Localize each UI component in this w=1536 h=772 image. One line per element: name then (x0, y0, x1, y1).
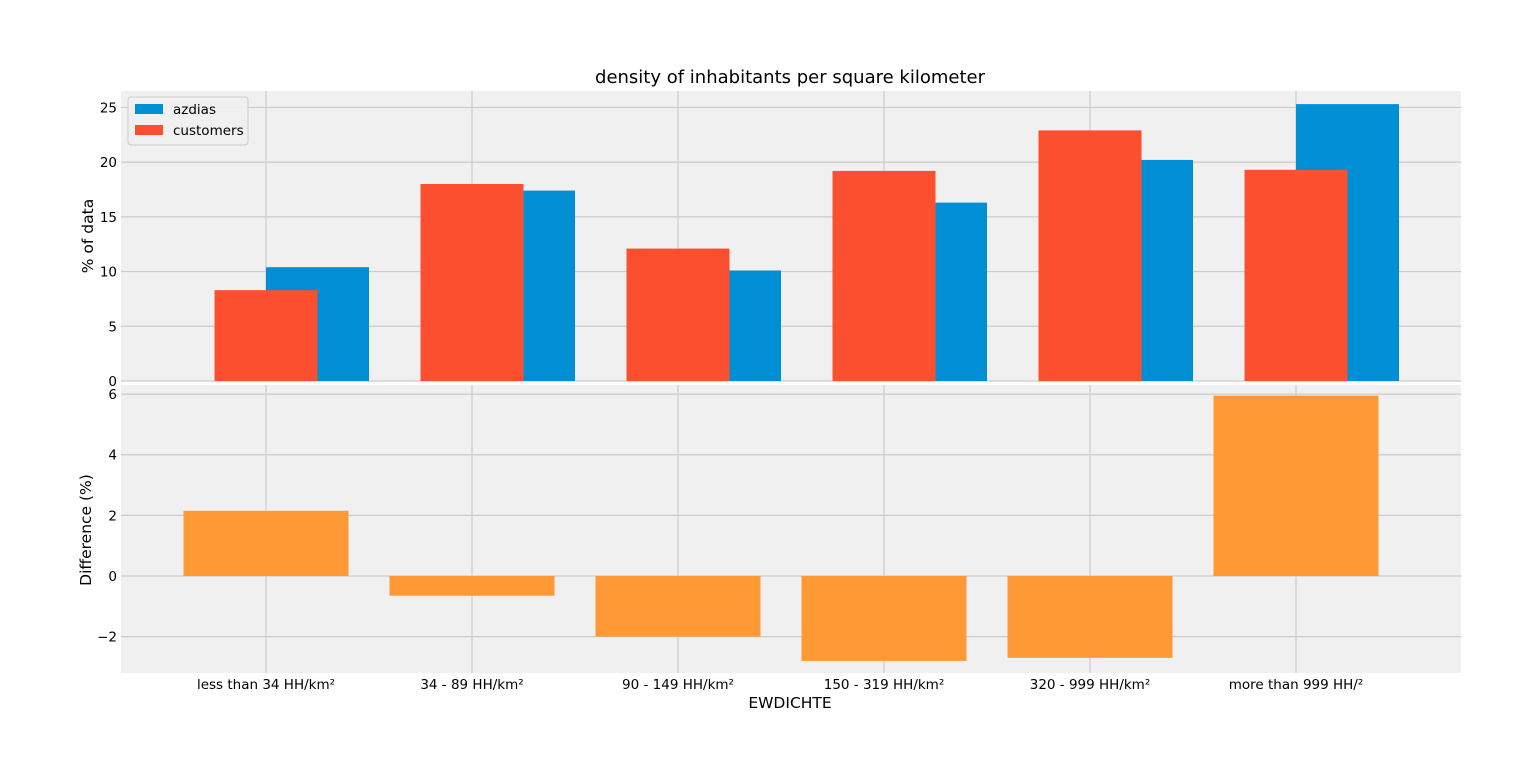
bar-customers (626, 248, 730, 381)
x-tick-label: 320 - 999 HH/km² (1030, 677, 1151, 693)
bottom-y-axis-label: Difference (%) (77, 474, 95, 586)
legend-label-azdias: azdias (173, 102, 216, 118)
bar-difference (1007, 575, 1173, 658)
legend-swatch-customers (135, 125, 163, 135)
bottom-y-tick-label: 6 (108, 387, 117, 403)
bar-customers (420, 184, 524, 381)
legend-label-customers: customers (173, 123, 244, 139)
top-y-tick-label: 20 (100, 155, 117, 171)
x-tick-label: 150 - 319 HH/km² (824, 677, 945, 693)
bar-difference (801, 575, 967, 661)
bar-customers (214, 290, 318, 381)
x-tick-label: 90 - 149 HH/km² (622, 677, 734, 693)
bottom-panel: −2 0 2 4 6 less than 34 HH/km² 34 - 89 HH/km² 9… (97, 385, 1461, 693)
bar-difference (389, 575, 555, 596)
top-y-tick-label: 10 (100, 265, 117, 281)
bottom-y-tick-label: −2 (97, 630, 117, 646)
bottom-y-tick-label: 0 (108, 569, 117, 585)
bottom-y-tick-label: 2 (108, 508, 117, 524)
top-y-axis-label: % of data (79, 199, 97, 273)
legend-swatch-azdias (135, 104, 163, 114)
bar-difference (595, 575, 761, 637)
chart-title: density of inhabitants per square kilome… (595, 67, 986, 88)
bar-customers (1038, 130, 1142, 381)
legend: azdias customers (127, 96, 249, 146)
bottom-y-tick-label: 4 (108, 448, 117, 464)
x-tick-label: 34 - 89 HH/km² (420, 677, 523, 693)
x-tick-label: less than 34 HH/km² (197, 677, 335, 693)
top-panel: 0 5 10 15 20 25 (100, 91, 1461, 390)
bar-difference (1213, 395, 1379, 576)
top-y-tick-label: 25 (100, 100, 117, 116)
top-y-tick-label: 15 (100, 210, 117, 226)
bar-difference (183, 510, 349, 576)
x-tick-label: more than 999 HH/² (1229, 677, 1364, 693)
bar-customers (832, 170, 936, 381)
bar-customers (1244, 169, 1348, 381)
top-y-tick-label: 0 (108, 374, 117, 390)
top-y-tick-label: 5 (108, 319, 117, 335)
x-axis-label: EWDICHTE (748, 694, 831, 712)
